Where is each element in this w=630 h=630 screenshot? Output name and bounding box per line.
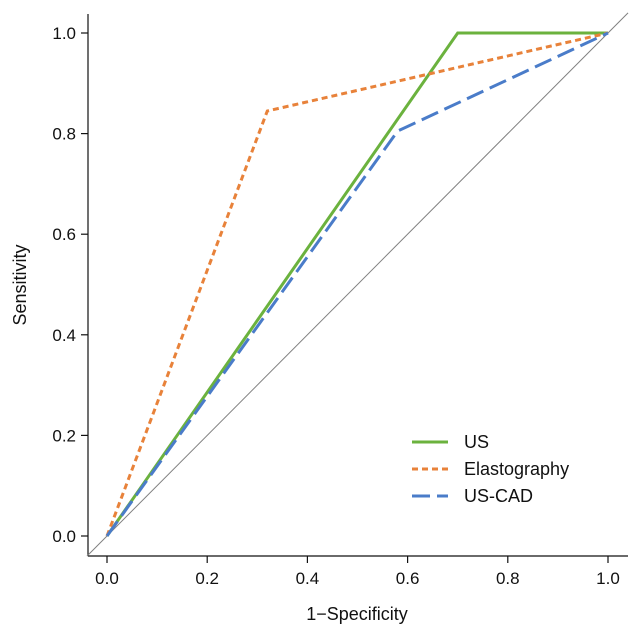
legend-label: Elastography — [464, 459, 569, 479]
legend-label: US-CAD — [464, 486, 533, 506]
reference-diagonal — [86, 12, 629, 557]
series-line-us-cad — [105, 31, 609, 537]
x-tick-label: 1.0 — [596, 569, 620, 588]
y-tick-label: 1.0 — [52, 24, 76, 43]
y-tick-label: 0.6 — [52, 225, 76, 244]
series-line-us — [105, 31, 608, 537]
legend-label: US — [464, 432, 489, 452]
y-axis-title: Sensitivity — [10, 244, 30, 325]
legend: US Elastography US-CAD — [412, 432, 569, 506]
x-axis-title: 1−Specificity — [306, 604, 408, 624]
x-tick-label: 0.8 — [496, 569, 520, 588]
axes: 0.0 0.2 0.4 0.6 0.8 1.0 0.0 0.2 0.4 0.6 0.8 1.0 — [52, 14, 628, 588]
x-tick-label: 0.0 — [95, 569, 119, 588]
x-tick-label: 0.4 — [296, 569, 320, 588]
y-tick-label: 0.0 — [52, 527, 76, 546]
series-line-elastography — [105, 31, 609, 537]
x-tick-label: 0.6 — [396, 569, 420, 588]
reference-line — [86, 12, 629, 557]
x-tick-label: 0.2 — [195, 569, 219, 588]
y-tick-label: 0.8 — [52, 125, 76, 144]
y-tick-label: 0.2 — [52, 426, 76, 445]
y-tick-label: 0.4 — [52, 326, 76, 345]
series-lines — [105, 31, 609, 537]
